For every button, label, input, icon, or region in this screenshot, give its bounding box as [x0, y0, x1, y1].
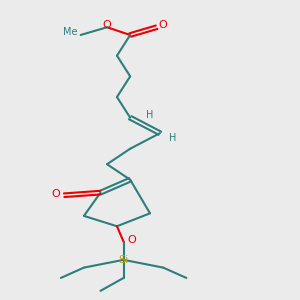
Text: O: O: [52, 189, 60, 199]
Text: O: O: [128, 236, 136, 245]
Text: H: H: [169, 134, 177, 143]
Text: O: O: [159, 20, 168, 30]
Text: H: H: [146, 110, 154, 120]
Text: O: O: [103, 20, 111, 30]
Text: Si: Si: [118, 255, 129, 265]
Text: Me: Me: [64, 27, 78, 38]
